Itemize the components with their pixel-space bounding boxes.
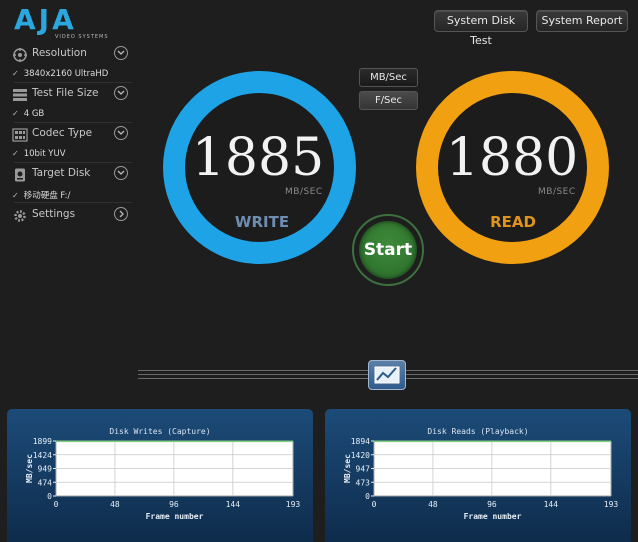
disk-icon xyxy=(12,167,28,182)
divider xyxy=(14,202,132,203)
logo-text: AJA xyxy=(14,3,77,36)
x-axis-label: Frame number xyxy=(464,512,522,521)
x-tick-label: 193 xyxy=(604,500,619,509)
f-sec-button[interactable]: F/Sec xyxy=(359,91,418,110)
x-tick-label: 96 xyxy=(169,500,179,509)
check-icon: ✓ xyxy=(12,69,19,78)
y-tick-label: 949 xyxy=(38,465,53,474)
x-tick-label: 96 xyxy=(487,500,497,509)
disk-writes-panel: Disk Writes (Capture) 0 474 949 1424 1899 0 48… xyxy=(7,409,313,542)
stack-icon xyxy=(12,87,28,101)
write-label: WRITE xyxy=(234,213,290,231)
chevron-down-icon[interactable] xyxy=(114,86,128,100)
y-tick-label: 947 xyxy=(356,465,371,474)
codec-type-label: Codec Type xyxy=(32,127,93,139)
x-tick-label: 48 xyxy=(428,500,438,509)
start-button[interactable]: Start xyxy=(359,221,417,279)
x-tick-label: 48 xyxy=(110,500,120,509)
x-tick-label: 0 xyxy=(372,500,377,509)
aja-logo: AJA VIDEO SYSTEMS xyxy=(14,3,114,41)
write-value: 1885 xyxy=(191,128,325,188)
disk-reads-panel: Disk Reads (Playback) 0 473 947 1420 1894 0 48… xyxy=(325,409,631,542)
read-value: 1880 xyxy=(445,128,579,188)
disk-reads-chart: 0 473 947 1420 1894 0 48 96 144 193 Frame number MB… xyxy=(343,437,619,521)
read-unit: MB/SEC xyxy=(538,187,576,197)
graph-toggle-button[interactable] xyxy=(368,360,406,390)
sidebar-item-settings[interactable]: Settings xyxy=(12,205,130,227)
y-tick-label: 1420 xyxy=(351,451,370,460)
sidebar-item-target-disk[interactable]: Target Disk xyxy=(12,164,130,186)
x-tick-label: 193 xyxy=(286,500,301,509)
sidebar-item-codec-type[interactable]: Codec Type xyxy=(12,124,130,146)
target-disk-value-text: 移动硬盘 F:/ xyxy=(23,191,71,201)
x-tick-label: 144 xyxy=(544,500,559,509)
x-axis-label: Frame number xyxy=(146,512,204,521)
disk-reads-title: Disk Reads (Playback) xyxy=(427,427,529,436)
y-tick-label: 473 xyxy=(356,478,371,487)
system-disk-test-button[interactable]: System Disk Test xyxy=(434,10,528,47)
y-tick-label: 0 xyxy=(47,492,52,501)
x-tick-label: 0 xyxy=(54,500,59,509)
y-axis-label: MB/sec xyxy=(25,454,34,483)
x-tick-label: 144 xyxy=(226,500,241,509)
test-file-size-value-text: 4 GB xyxy=(23,109,45,119)
resolution-label: Resolution xyxy=(32,47,87,59)
resolution-value-text: 3840x2160 UltraHD xyxy=(23,69,109,79)
chevron-down-icon[interactable] xyxy=(114,46,128,60)
y-tick-label: 1424 xyxy=(33,451,52,460)
settings-label: Settings xyxy=(32,208,76,220)
y-tick-label: 1894 xyxy=(351,437,370,446)
y-tick-label: 1899 xyxy=(33,437,52,446)
disk-writes-chart: 0 474 949 1424 1899 0 48 96 144 193 Frame number MB… xyxy=(25,437,301,521)
read-label: READ xyxy=(490,213,536,231)
chevron-right-icon[interactable] xyxy=(114,207,128,221)
chevron-down-icon[interactable] xyxy=(114,126,128,140)
sidebar-item-test-file-size[interactable]: Test File Size xyxy=(12,84,130,106)
resolution-icon xyxy=(12,47,28,62)
y-tick-label: 0 xyxy=(365,492,370,501)
chart-icon xyxy=(374,366,400,384)
codec-type-value: ✓ 10bit YUV xyxy=(12,149,66,159)
mb-sec-button[interactable]: MB/Sec xyxy=(359,68,418,87)
sidebar-item-resolution[interactable]: Resolution xyxy=(12,44,130,66)
chevron-down-icon[interactable] xyxy=(114,166,128,180)
gear-icon xyxy=(12,208,28,222)
divider xyxy=(14,162,132,163)
disk-writes-title: Disk Writes (Capture) xyxy=(109,427,211,436)
resolution-value: ✓ 3840x2160 UltraHD xyxy=(12,69,108,79)
target-disk-label: Target Disk xyxy=(32,167,91,179)
system-report-button[interactable]: System Report xyxy=(536,10,628,32)
start-button-ring: Start xyxy=(352,214,424,286)
write-unit: MB/SEC xyxy=(285,187,323,197)
divider xyxy=(14,82,132,83)
test-file-size-value: ✓ 4 GB xyxy=(12,109,44,119)
logo-subtitle: VIDEO SYSTEMS xyxy=(55,34,109,40)
check-icon: ✓ xyxy=(12,191,19,200)
y-tick-label: 474 xyxy=(38,478,53,487)
divider xyxy=(14,122,132,123)
check-icon: ✓ xyxy=(12,149,19,158)
check-icon: ✓ xyxy=(12,109,19,118)
test-file-size-label: Test File Size xyxy=(32,87,99,99)
codec-type-value-text: 10bit YUV xyxy=(23,149,66,159)
codec-icon xyxy=(12,127,28,142)
y-axis-label: MB/sec xyxy=(343,454,352,483)
target-disk-value: ✓ 移动硬盘 F:/ xyxy=(12,189,70,201)
